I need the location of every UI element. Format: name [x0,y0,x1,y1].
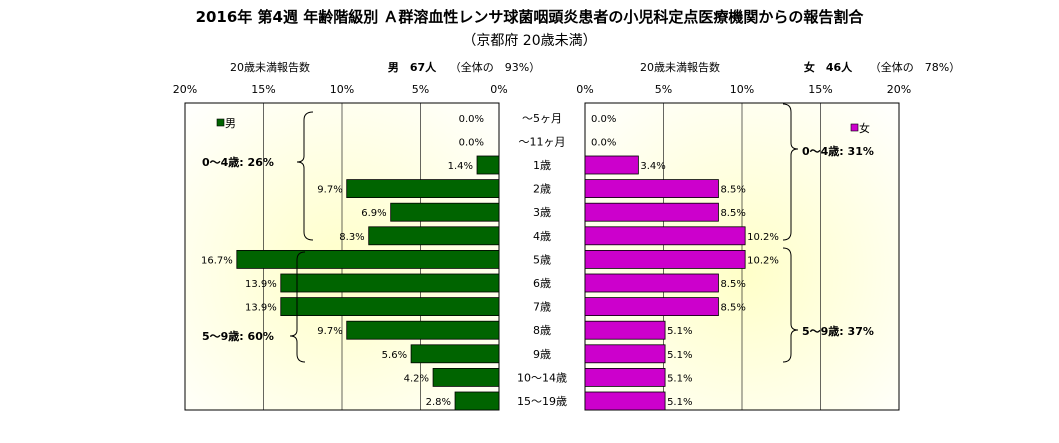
male-value-label: 0.0% [459,137,484,148]
age-category-label: 9歳 [533,348,551,361]
left-axis-tick-label: 15% [251,83,275,96]
male-value-label: 9.7% [317,326,342,337]
right-header-caption: 20歳未満報告数 [640,61,720,74]
left-header-count: 男 67人 [388,60,437,74]
age-category-label: 4歳 [533,230,551,243]
female-value-label: 8.5% [720,185,745,196]
legend-female-swatch [850,123,859,132]
male-value-label: 0.0% [459,114,484,125]
age-category-label: 2歳 [533,183,551,196]
age-category-label: 10～14歳 [517,371,567,384]
male-value-label: 8.3% [339,232,364,243]
female-value-label: 5.1% [667,326,692,337]
female-value-label: 10.2% [747,232,779,243]
male-0-4-group-label: 0～4歳: 26% [202,155,274,169]
male-value-label: 9.7% [317,185,342,196]
chart-subtitle: （京都府 20歳未満） [462,33,597,49]
female-value-label: 5.1% [667,373,692,384]
male-bar [280,297,500,317]
male-value-label: 13.9% [245,303,277,314]
right-axis-tick-label: 15% [808,83,832,96]
female-value-label: 0.0% [591,137,616,148]
male-value-label: 6.9% [361,208,386,219]
right-header-share: （全体の 78%） [870,60,960,74]
female-value-label: 8.5% [720,303,745,314]
male-bar [280,273,500,293]
left-header-share: （全体の 93%） [450,60,540,74]
age-category-label: 1歳 [533,159,551,172]
female-value-label: 8.5% [720,208,745,219]
female-5-9-group-label: 5～9歳: 37% [802,324,874,338]
age-category-label: 3歳 [533,206,551,219]
legend-male-label: 男 [225,117,236,130]
female-0-4-brace [782,103,799,241]
female-value-label: 3.4% [640,161,665,172]
age-category-label: ～5ヶ月 [522,112,562,125]
male-bar [346,320,500,340]
right-axis-tick-label: 0% [576,83,593,96]
male-value-label: 13.9% [245,279,277,290]
male-bar [390,202,500,222]
female-0-4-group-label: 0～4歳: 31% [802,144,874,158]
male-bar [368,226,500,246]
age-category-label: 6歳 [533,277,551,290]
male-bar [236,249,500,269]
chart-title: 2016年 第4週 年齢階級別 Ａ群溶血性レンサ球菌咽頭炎患者の小児科定点医療機… [195,8,864,26]
male-value-label: 2.8% [426,397,451,408]
age-category-label: ～11ヶ月 [519,135,566,148]
left-header-caption: 20歳未満報告数 [230,61,310,74]
male-value-label: 4.2% [404,373,429,384]
right-axis-tick-label: 20% [887,83,911,96]
age-category-label: 5歳 [533,253,551,266]
female-bar [584,249,746,269]
female-value-label: 5.1% [667,397,692,408]
left-axis-tick-label: 5% [412,83,429,96]
male-5-9-group-label: 5～9歳: 60% [202,329,274,343]
female-bar [584,226,746,246]
female-bar [584,367,666,387]
male-5-9-brace [289,251,306,363]
female-value-label: 10.2% [747,255,779,266]
right-axis-tick-label: 10% [730,83,754,96]
male-bar [476,155,500,175]
female-value-label: 8.5% [720,279,745,290]
female-bar [584,344,666,364]
female-bar [584,202,719,222]
female-value-label: 0.0% [591,114,616,125]
male-0-4-brace [296,111,314,241]
female-bar [584,320,666,340]
legend-female-label: 女 [859,121,870,135]
age-category-label: 8歳 [533,324,551,337]
female-bar [584,155,639,175]
male-bar [432,367,500,387]
male-bar [346,179,500,199]
male-bar [454,391,500,411]
right-axis-tick-label: 5% [655,83,672,96]
female-bar [584,179,719,199]
male-value-label: 1.4% [448,161,473,172]
right-header-count: 女 46人 [804,60,853,74]
left-axis-tick-label: 0% [490,83,507,96]
male-value-label: 5.6% [382,350,407,361]
female-bar [584,391,666,411]
female-value-label: 5.1% [667,350,692,361]
legend-male-swatch [216,118,225,127]
female-bar [584,273,719,293]
male-bar [410,344,500,364]
left-axis-tick-label: 20% [173,83,197,96]
male-value-label: 16.7% [201,255,233,266]
age-category-label: 15～19歳 [517,395,567,408]
female-bar [584,297,719,317]
age-category-label: 7歳 [533,301,551,314]
left-axis-tick-label: 10% [330,83,354,96]
female-5-9-brace [782,247,799,363]
